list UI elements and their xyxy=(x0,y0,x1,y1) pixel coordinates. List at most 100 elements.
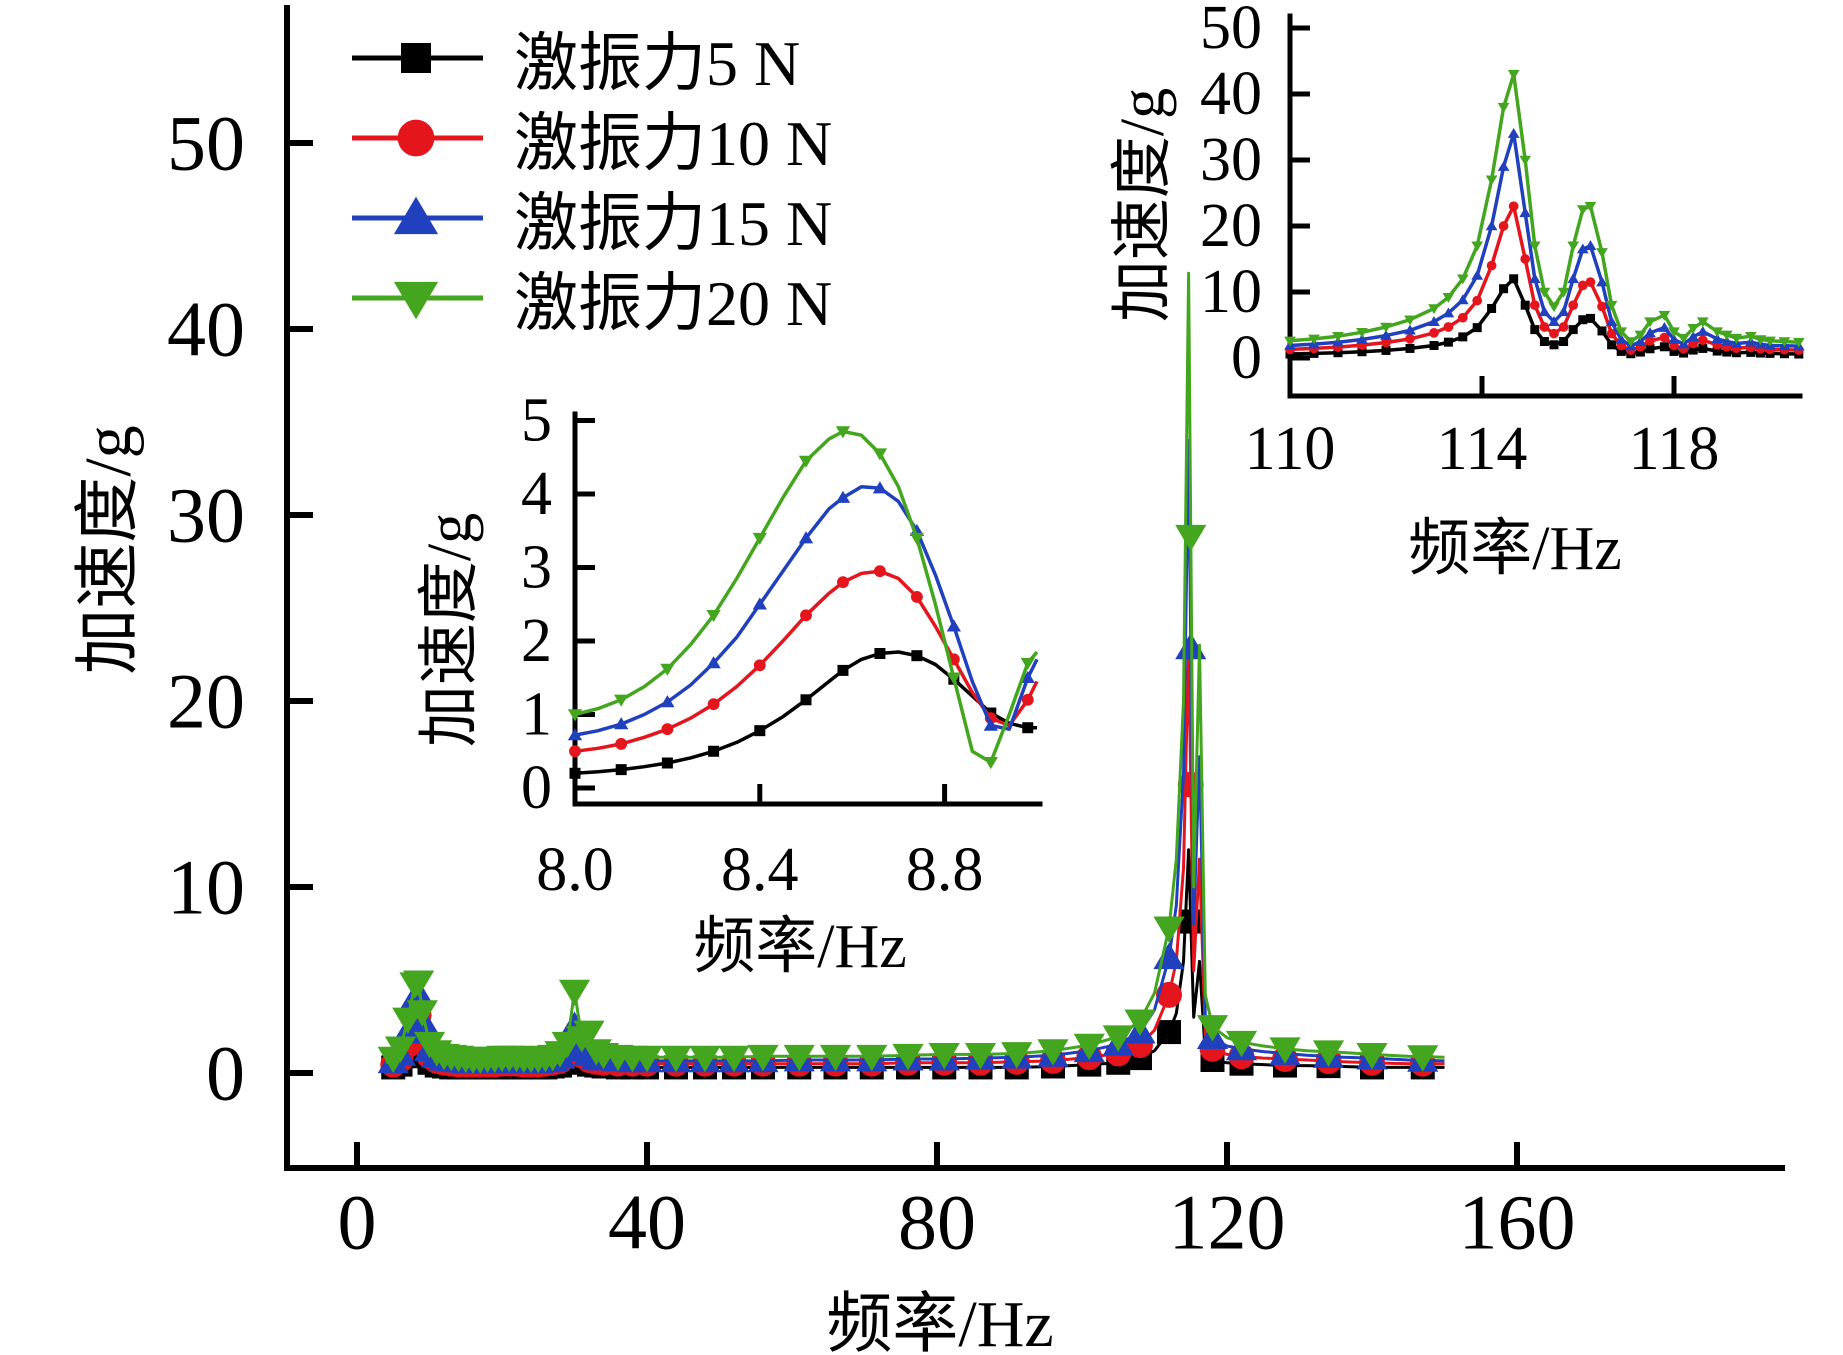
marker-triangle-down-icon xyxy=(1404,315,1416,326)
marker-square-icon xyxy=(1585,313,1595,323)
marker-triangle-down-icon xyxy=(909,532,925,545)
marker-triangle-down-icon xyxy=(1356,327,1368,338)
marker-triangle-down-icon xyxy=(614,694,629,707)
marker-square-icon xyxy=(1381,345,1391,355)
marker-triangle-down-icon xyxy=(1196,1015,1229,1042)
marker-triangle-up-icon xyxy=(1711,333,1724,344)
marker-triangle-up-icon xyxy=(1471,269,1484,280)
marker-square-icon xyxy=(874,647,886,659)
marker-circle-icon xyxy=(1508,201,1519,212)
marker-square-icon xyxy=(1487,304,1497,313)
marker-triangle-up-icon xyxy=(1668,333,1680,344)
marker-triangle-down-icon xyxy=(1624,337,1637,348)
marker-triangle-up-icon xyxy=(946,619,961,632)
marker-triangle-down-icon xyxy=(1073,1033,1105,1061)
main-y-tick-label: 20 xyxy=(167,658,245,745)
marker-circle-icon xyxy=(707,698,720,711)
legend-label: 激振力15 N xyxy=(514,188,833,259)
marker-circle-icon xyxy=(1697,335,1708,346)
marker-square-icon xyxy=(1688,345,1698,355)
marker-circle-icon xyxy=(1539,322,1550,332)
inset-resonance-y-tick-label: 50 xyxy=(1200,0,1262,62)
marker-triangle-down-icon xyxy=(1020,657,1035,670)
marker-square-icon xyxy=(1635,347,1645,357)
marker-triangle-down-icon xyxy=(1615,327,1628,338)
marker-triangle-down-icon xyxy=(1407,1045,1439,1072)
marker-triangle-down-icon xyxy=(403,970,435,997)
inset-resonance-series-markers-triangle-up xyxy=(1284,127,1805,351)
inset-low-y-tick-label: 0 xyxy=(521,754,552,822)
marker-triangle-up-icon xyxy=(1538,306,1551,317)
inset-low-y-tick-label: 3 xyxy=(521,534,552,602)
inset-low-y-tick-label: 5 xyxy=(521,387,552,455)
marker-circle-icon xyxy=(837,576,849,589)
marker-circle-icon xyxy=(1645,335,1655,346)
marker-triangle-down-icon xyxy=(928,1043,960,1070)
marker-triangle-up-icon xyxy=(1020,670,1035,683)
marker-square-icon xyxy=(615,764,627,776)
marker-circle-icon xyxy=(1659,332,1670,343)
marker-triangle-down-icon xyxy=(1754,335,1767,346)
marker-triangle-down-icon xyxy=(1720,330,1733,341)
marker-triangle-down-icon xyxy=(1380,322,1392,333)
marker-triangle-down-icon xyxy=(856,1044,888,1072)
marker-triangle-up-icon xyxy=(1584,240,1597,251)
inset-resonance-x-tick-label: 110 xyxy=(1245,415,1336,483)
marker-triangle-down-icon xyxy=(1677,333,1690,344)
marker-triangle-down-icon xyxy=(1567,241,1580,252)
marker-triangle-down-icon xyxy=(718,1045,750,1073)
marker-triangle-up-icon xyxy=(567,728,583,741)
marker-triangle-up-icon xyxy=(872,481,888,494)
inset-low-series-markers-circle xyxy=(569,565,1034,758)
marker-triangle-down-icon xyxy=(1284,336,1296,347)
marker-square-icon xyxy=(1597,326,1607,336)
marker-triangle-down-icon xyxy=(1497,102,1510,113)
marker-triangle-down-icon xyxy=(1428,304,1440,315)
marker-square-icon xyxy=(1645,344,1655,354)
marker-triangle-down-icon xyxy=(406,1000,438,1027)
inset-resonance-y-axis-title: 加速度/g xyxy=(1109,87,1177,323)
marker-circle-icon xyxy=(1568,300,1579,311)
marker-triangle-down-icon xyxy=(573,1020,605,1048)
marker-circle-icon xyxy=(1558,322,1569,332)
marker-triangle-down-icon xyxy=(384,1036,417,1063)
inset-low-y-tick-label: 4 xyxy=(521,460,552,528)
marker-triangle-down-icon xyxy=(1744,331,1757,342)
marker-triangle-up-icon xyxy=(393,196,439,235)
marker-triangle-down-icon xyxy=(689,1045,721,1073)
marker-triangle-down-icon xyxy=(1576,205,1589,216)
marker-triangle-up-icon xyxy=(1485,220,1498,231)
marker-square-icon xyxy=(1499,284,1509,294)
marker-square-icon xyxy=(1669,346,1679,356)
marker-triangle-down-icon xyxy=(798,455,814,468)
marker-triangle-up-icon xyxy=(1720,335,1733,346)
marker-square-icon xyxy=(401,43,431,73)
marker-square-icon xyxy=(1022,722,1034,734)
marker-triangle-down-icon xyxy=(1644,317,1656,328)
marker-square-icon xyxy=(1698,343,1708,353)
marker-square-icon xyxy=(1530,325,1540,335)
marker-triangle-down-icon xyxy=(835,426,851,439)
marker-square-icon xyxy=(1607,340,1617,350)
marker-circle-icon xyxy=(1405,334,1415,344)
legend-swatch-square-icon xyxy=(352,43,483,73)
main-y-tick-label: 10 xyxy=(167,844,245,931)
legend-swatch-triangle-down-icon xyxy=(352,281,483,320)
main-x-axis-title: 频率/Hz xyxy=(826,1288,1054,1355)
marker-triangle-down-icon xyxy=(1668,327,1680,338)
marker-triangle-down-icon xyxy=(964,1043,997,1070)
marker-circle-icon xyxy=(661,723,674,736)
marker-square-icon xyxy=(1458,332,1468,342)
marker-square-icon xyxy=(1549,340,1559,350)
marker-triangle-down-icon xyxy=(1153,916,1185,943)
marker-triangle-up-icon xyxy=(1596,276,1608,287)
marker-triangle-down-icon xyxy=(1548,302,1560,313)
main-x-tick-label: 160 xyxy=(1459,1179,1576,1266)
legend-swatch-circle-icon xyxy=(352,119,483,157)
marker-triangle-down-icon xyxy=(1332,331,1344,342)
inset-low-x-tick-label: 8.4 xyxy=(721,836,799,904)
marker-circle-icon xyxy=(1381,337,1391,348)
marker-circle-icon xyxy=(1577,280,1588,291)
inset-low-y-tick-label: 2 xyxy=(521,607,552,675)
inset-resonance-series-line-triangle-down xyxy=(1289,72,1799,344)
